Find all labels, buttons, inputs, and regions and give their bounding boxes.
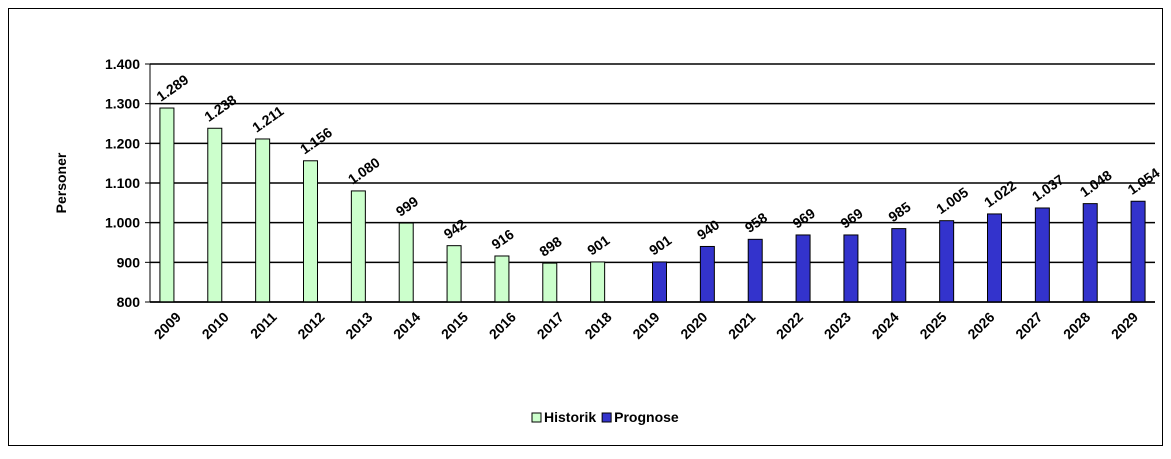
bar [494, 255, 510, 303]
bar [590, 261, 606, 303]
bar [159, 107, 175, 303]
bar [891, 228, 907, 303]
legend-swatch [601, 412, 612, 423]
bar [207, 127, 223, 303]
bar [446, 245, 462, 303]
bar [987, 213, 1002, 303]
legend-label: Historik [544, 409, 596, 425]
bar [1082, 203, 1098, 303]
bar [795, 234, 811, 303]
bar [747, 238, 763, 303]
bar [350, 190, 366, 303]
bar [843, 234, 859, 303]
legend-swatch [531, 412, 542, 423]
legend-label: Prognose [614, 409, 679, 425]
y-tick-label: 900 [117, 254, 141, 270]
bar [398, 222, 414, 303]
bar [303, 160, 318, 303]
y-tick-label: 1.000 [105, 215, 140, 231]
bar [1034, 207, 1050, 303]
y-axis-label: Personer [53, 152, 69, 213]
bar [542, 262, 558, 303]
y-tick-label: 1.100 [105, 175, 140, 191]
y-tick-label: 1.400 [105, 56, 140, 72]
chart-frame [8, 8, 1163, 446]
y-tick-label: 1.200 [105, 135, 140, 151]
bar [1130, 200, 1146, 303]
bar [939, 220, 955, 303]
y-tick-label: 1.300 [105, 96, 140, 112]
y-tick-label: 800 [117, 294, 141, 310]
bar [652, 261, 667, 303]
bar [699, 245, 715, 303]
bar [255, 138, 271, 303]
